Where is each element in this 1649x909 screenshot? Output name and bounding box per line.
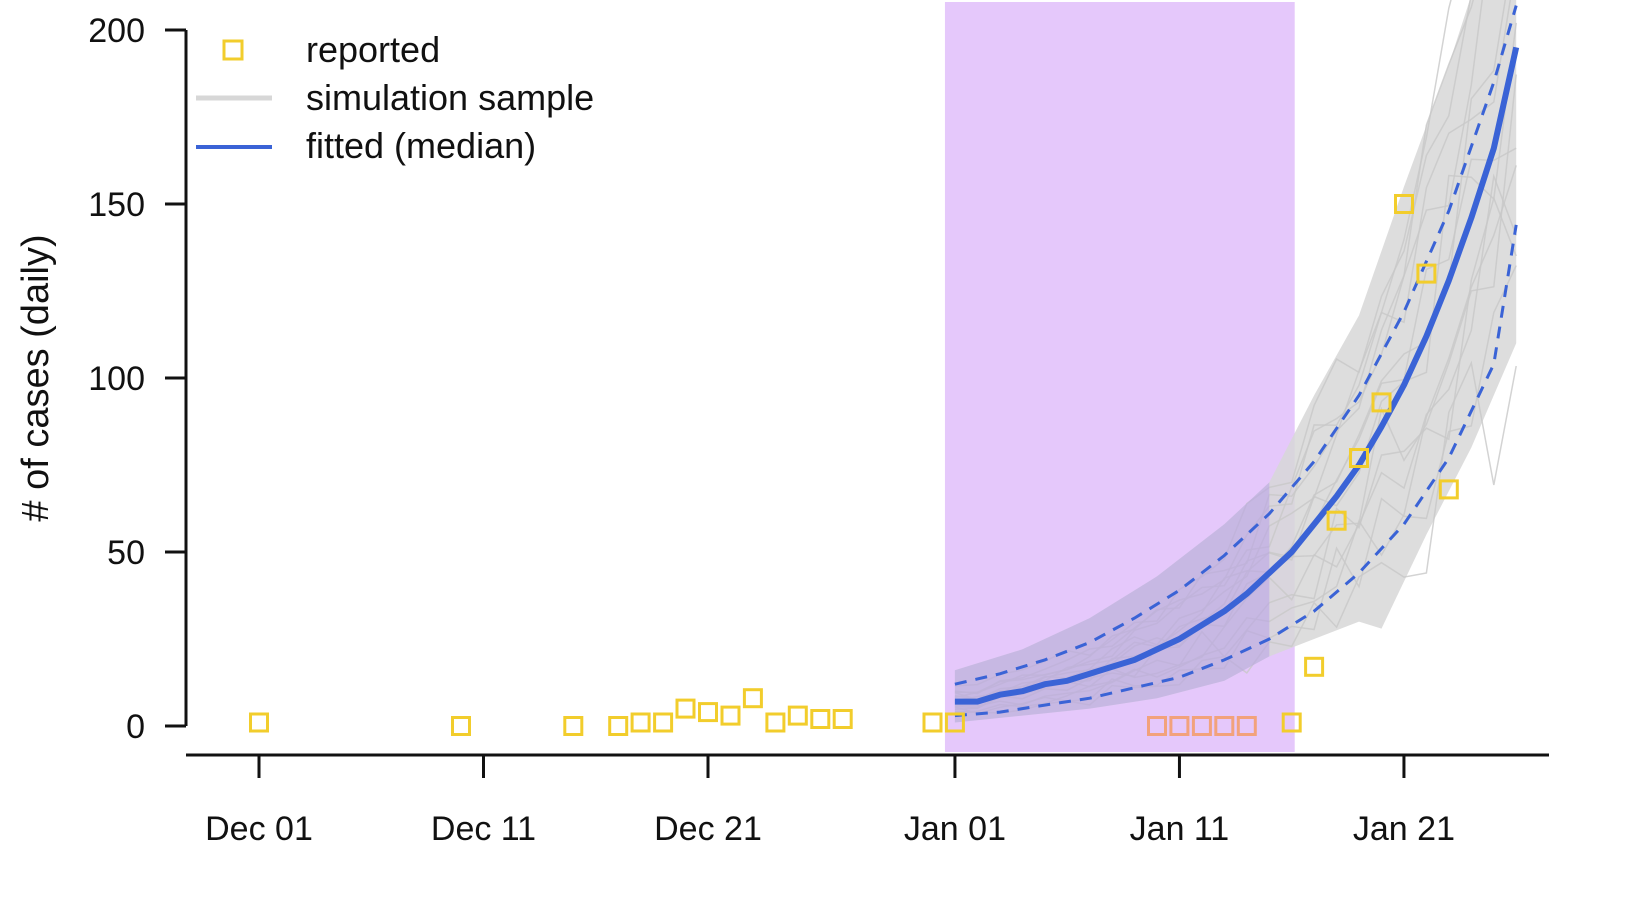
reported-point (1371, 392, 1392, 413)
reported-point (630, 712, 651, 733)
reported-point (1169, 716, 1190, 736)
x-axis-ticks: Dec 01 Dec 11 Dec 21 Jan 01 Jan 11 Jan 21 (205, 755, 1455, 848)
legend: reported simulation sample fitted (media… (196, 29, 594, 166)
reported-point (1147, 716, 1167, 736)
reported-point (1349, 448, 1369, 468)
simulation-band-in-fit-window (954, 482, 1270, 723)
x-tick-label: Dec 21 (654, 810, 762, 848)
reported-point (1416, 263, 1437, 284)
legend-simulation-label: simulation sample (306, 77, 594, 118)
x-tick-label: Dec 11 (431, 810, 536, 848)
simulation-layer (954, 0, 1520, 723)
legend-reported-marker (222, 39, 244, 61)
reported-point (1326, 510, 1347, 531)
reported-point (832, 709, 853, 729)
simulation-band (954, 0, 1517, 723)
x-tick-label: Jan 21 (1353, 810, 1455, 848)
reported-point (249, 712, 269, 733)
y-axis-ticks: 0 50 100 150 200 (88, 12, 186, 746)
reported-point (1236, 716, 1257, 736)
reported-point (1214, 716, 1235, 736)
y-tick-label: 50 (107, 534, 145, 572)
x-tick-label: Jan 01 (904, 810, 1006, 848)
reported-point (787, 705, 808, 726)
lower-quantile-line (954, 224, 1518, 718)
reported-point (1438, 479, 1459, 500)
y-tick-label: 100 (88, 360, 145, 398)
reported-point (810, 709, 831, 729)
y-tick-label: 200 (88, 12, 145, 50)
reported-point (944, 712, 965, 733)
reported-point (675, 698, 696, 719)
reported-point (653, 712, 674, 733)
y-tick-label: 150 (88, 186, 145, 224)
reported-point (765, 712, 786, 733)
legend-fitted-label: fitted (median) (306, 125, 536, 166)
reported-point (922, 712, 943, 733)
reported-point (451, 716, 471, 736)
reported-point (1191, 716, 1212, 736)
reported-point (742, 688, 763, 709)
legend-reported-label: reported (306, 29, 440, 70)
reported-point (720, 705, 741, 726)
reported-point (1281, 712, 1302, 733)
y-tick-label: 0 (126, 708, 145, 746)
x-tick-label: Dec 01 (205, 810, 313, 848)
reported-point (1304, 656, 1325, 677)
reported-point (1394, 194, 1414, 214)
reported-point (698, 702, 718, 723)
upper-quantile-line (954, 5, 1518, 686)
x-tick-label: Jan 11 (1130, 810, 1230, 848)
fitted-median-line (954, 46, 1520, 705)
reported-points (249, 194, 1459, 736)
reported-point (608, 716, 629, 736)
y-axis-title: # of cases (daily) (15, 234, 57, 521)
reported-point (563, 716, 584, 736)
